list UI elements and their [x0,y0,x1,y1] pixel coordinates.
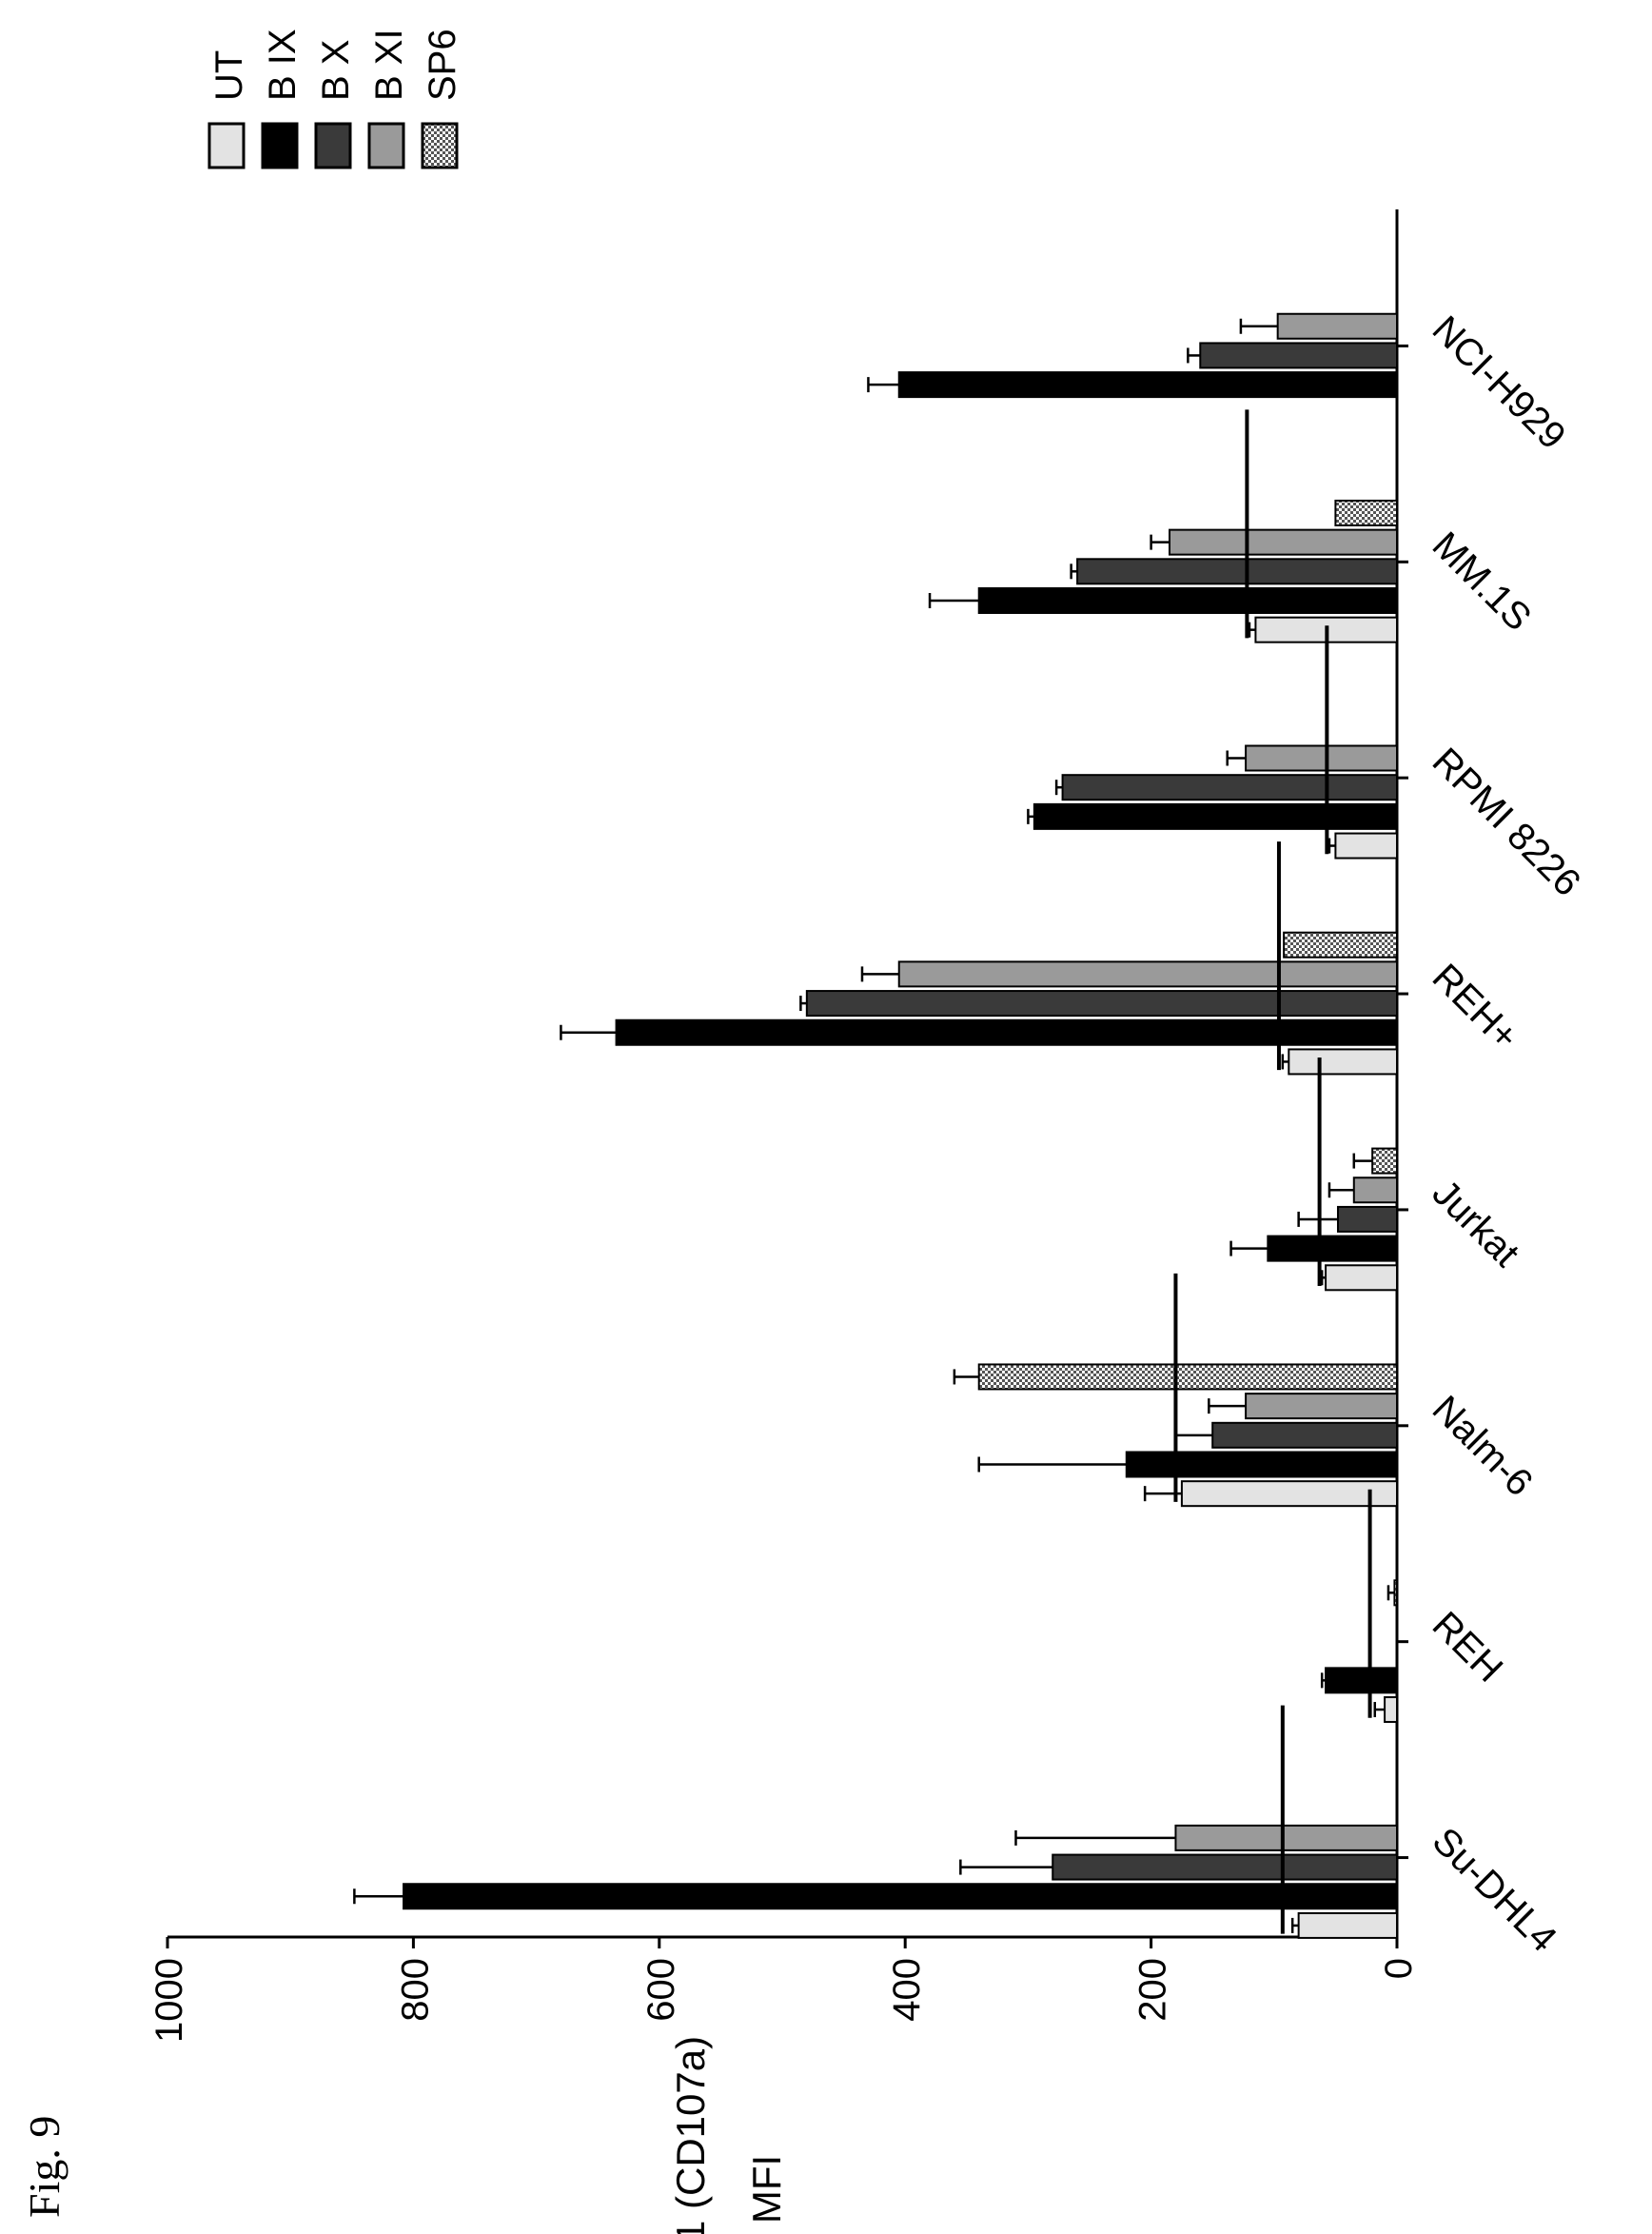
legend-label: UT [208,50,250,101]
value-axis-title: MFI [744,2155,789,2224]
figure-label: Fig. 9 [20,2116,69,2218]
bar-sp6 [1283,931,1398,959]
value-tick-label: 1000 [148,1958,190,2043]
bar-b-ix [403,1883,1399,1910]
value-tick-label: 800 [394,1958,436,2022]
category-label: Jurkat [1425,1172,1527,1275]
legend-label: SP6 [422,29,463,101]
category-label: NCI-H929 [1425,308,1574,458]
bar-b-x [1199,342,1399,369]
legend-swatch [207,122,246,169]
legend: UT B IX B X B XI SP6 [207,29,463,169]
value-tick-label: 200 [1132,1958,1174,2022]
bar-b-ix [1125,1451,1398,1478]
bar-b-ix [1267,1235,1398,1262]
bar-b-x [1052,1853,1398,1881]
category-label: RPMI 8226 [1425,740,1589,904]
value-axis-title: Lamp1 (CD107a) [668,2036,713,2234]
bars [353,312,1399,1939]
bar-b-ix [977,586,1398,614]
legend-swatch [314,122,352,169]
category-label: MM.1S [1425,524,1540,640]
bar-ut [1384,1696,1398,1724]
bar-b-ix [1032,802,1398,830]
legend-swatch [261,122,299,169]
bar-b-xi [1168,528,1398,556]
legend-swatch [367,122,405,169]
bar-sp6 [977,1363,1398,1391]
category-label: Su-DHL4 [1425,1820,1564,1960]
legend-label: B IX [262,29,304,101]
bar-b-xi [1352,1176,1399,1204]
value-tick-label: 0 [1378,1958,1420,1979]
bar-b-x [1336,1205,1399,1233]
bar-ut [1325,1264,1398,1292]
bar-ut [1297,1911,1399,1939]
chart: 0 200 400 600 800 1000 MFI Lamp1 (CD107a) NCI-H9… [148,29,1588,2234]
bar-b-ix [897,371,1398,399]
bar-b-x [1061,774,1399,801]
value-tick-label: 600 [640,1958,682,2022]
bar-b-xi [1276,312,1399,340]
legend-label: B XI [368,29,410,101]
bar-b-xi [1174,1824,1398,1851]
legend-swatch [421,122,459,169]
category-label: REH [1425,1604,1511,1690]
bar-b-x [1076,558,1398,585]
bar-ut [1334,832,1399,860]
bar-b-x [1211,1421,1398,1449]
category-label: REH+ [1425,956,1526,1058]
bar-ut [1180,1480,1399,1508]
bar-b-xi [1245,1393,1398,1420]
axes [166,209,1408,1948]
value-tick-label: 400 [886,1958,928,2022]
bar-sp6 [1334,499,1399,526]
bar-b-xi [897,960,1398,988]
bar-sp6 [1393,1579,1399,1607]
bar-b-ix [1325,1667,1398,1694]
bar-b-x [805,990,1398,1018]
bar-b-xi [1245,744,1398,772]
category-label: Nalm-6 [1425,1388,1541,1504]
legend-label: B X [315,40,357,101]
bar-sp6 [1371,1147,1399,1175]
bar-ut [1288,1048,1398,1076]
